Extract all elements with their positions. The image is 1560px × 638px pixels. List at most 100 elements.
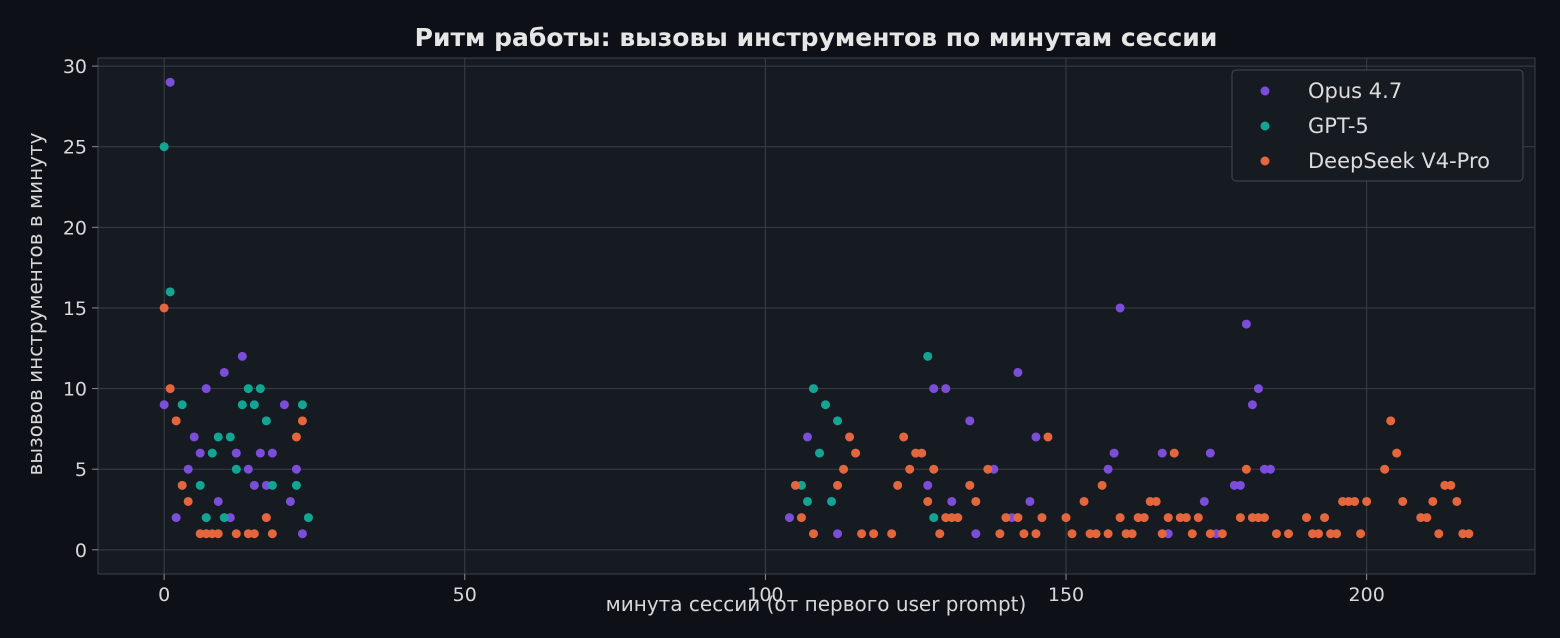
data-point	[177, 480, 187, 490]
data-point	[947, 496, 957, 506]
data-point	[291, 480, 301, 490]
data-point	[953, 513, 963, 523]
data-point	[1302, 513, 1312, 523]
data-point	[303, 513, 313, 523]
data-point	[243, 464, 253, 474]
axis-ticks: 0 50 100 150 200 0 5 10 15 20 25 30	[63, 56, 1385, 606]
data-point	[790, 480, 800, 490]
data-point	[201, 513, 211, 523]
data-point	[291, 432, 301, 442]
data-point	[213, 432, 223, 442]
data-point	[965, 480, 975, 490]
data-point	[1271, 529, 1281, 539]
legend-label: Opus 4.7	[1308, 79, 1402, 103]
data-point	[285, 496, 295, 506]
data-point	[1061, 513, 1071, 523]
data-point	[1320, 513, 1330, 523]
data-point	[869, 529, 879, 539]
data-point	[189, 432, 199, 442]
data-point	[808, 529, 818, 539]
data-point	[1019, 529, 1029, 539]
data-point	[171, 513, 181, 523]
data-point	[1169, 448, 1179, 458]
data-point	[1314, 529, 1324, 539]
data-point	[845, 432, 855, 442]
data-point	[929, 464, 939, 474]
data-point	[1103, 464, 1113, 474]
data-point	[1446, 480, 1456, 490]
data-point	[1013, 513, 1023, 523]
data-point	[1362, 496, 1372, 506]
data-point	[1103, 529, 1113, 539]
data-point	[159, 303, 169, 313]
data-point	[183, 496, 193, 506]
legend-label: DeepSeek V4-Pro	[1308, 149, 1490, 173]
data-point	[1235, 513, 1245, 523]
data-point	[893, 480, 903, 490]
data-point	[219, 513, 229, 523]
data-point	[207, 448, 217, 458]
data-point	[261, 513, 271, 523]
data-point	[1031, 432, 1041, 442]
data-point	[917, 448, 927, 458]
data-point	[291, 464, 301, 474]
data-point	[1157, 448, 1167, 458]
data-point	[1043, 432, 1053, 442]
data-point	[1163, 513, 1173, 523]
data-point	[1428, 496, 1438, 506]
data-point	[1350, 496, 1360, 506]
data-point	[1392, 448, 1402, 458]
data-point	[808, 384, 818, 394]
data-point	[929, 384, 939, 394]
data-point	[905, 464, 915, 474]
data-point	[1380, 464, 1390, 474]
y-tick-label: 15	[63, 298, 87, 320]
data-point	[1001, 513, 1011, 523]
data-point	[1253, 384, 1263, 394]
data-point	[165, 77, 175, 87]
data-point	[839, 464, 849, 474]
data-point	[249, 529, 259, 539]
data-point	[159, 400, 169, 410]
data-point	[1283, 529, 1293, 539]
data-point	[899, 432, 909, 442]
data-point	[923, 351, 933, 361]
data-point	[857, 529, 867, 539]
data-point	[971, 529, 981, 539]
y-tick-label: 25	[63, 137, 87, 159]
data-point	[1259, 513, 1269, 523]
data-points	[159, 77, 1474, 539]
data-point	[1235, 480, 1245, 490]
data-point	[1199, 496, 1209, 506]
data-point	[261, 416, 271, 426]
data-point	[923, 480, 933, 490]
data-point	[1422, 513, 1432, 523]
x-tick-label: 100	[747, 584, 783, 606]
data-point	[833, 416, 843, 426]
data-point	[1241, 464, 1251, 474]
data-point	[929, 513, 939, 523]
data-point	[965, 416, 975, 426]
data-point	[1157, 529, 1167, 539]
data-point	[1067, 529, 1077, 539]
data-point	[237, 400, 247, 410]
data-point	[1025, 496, 1035, 506]
data-point	[201, 384, 211, 394]
data-point	[1241, 319, 1251, 329]
data-point	[796, 513, 806, 523]
data-point	[195, 480, 205, 490]
data-point	[1091, 529, 1101, 539]
data-point	[195, 448, 205, 458]
x-tick-label: 150	[1048, 584, 1084, 606]
data-point	[279, 400, 289, 410]
data-point	[231, 464, 241, 474]
data-point	[267, 448, 277, 458]
data-point	[255, 448, 265, 458]
data-point	[1434, 529, 1444, 539]
data-point	[815, 448, 825, 458]
data-point	[219, 367, 229, 377]
legend: Opus 4.7 GPT-5 DeepSeek V4-Pro	[1231, 69, 1524, 182]
x-tick-label: 50	[453, 584, 477, 606]
data-point	[1265, 464, 1275, 474]
